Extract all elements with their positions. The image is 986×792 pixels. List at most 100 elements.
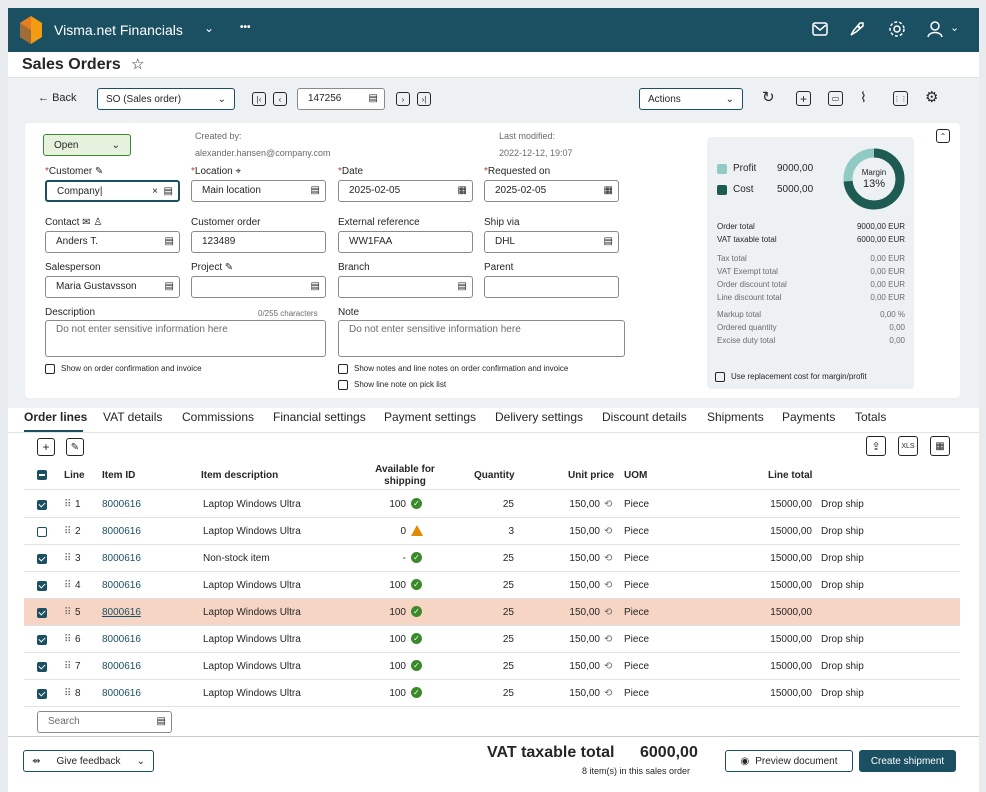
tab-2[interactable]: Commissions [182, 410, 255, 424]
drag-handle-icon[interactable]: ⠿ [64, 634, 72, 645]
replacement-cost-checkbox[interactable] [715, 372, 725, 382]
pencil-icon[interactable]: ✎ [224, 262, 234, 273]
table-row[interactable]: ⠿ 1 8000616 Laptop Windows Ultra 100 ✓ 2… [24, 491, 960, 518]
give-feedback-button[interactable]: ⇴ Give feedback ⌄ [23, 750, 154, 772]
tab-9[interactable]: Totals [855, 410, 887, 424]
drag-handle-icon[interactable]: ⠿ [64, 553, 72, 564]
settings-icon[interactable]: ⚙ [925, 89, 939, 106]
tab-3[interactable]: Financial settings [273, 410, 366, 424]
row-checkbox[interactable] [37, 554, 47, 564]
item-id-link[interactable]: 8000616 [102, 661, 141, 672]
order-number-input[interactable]: 147256 ▤ [297, 88, 385, 110]
last-record-icon[interactable]: ›| [417, 92, 431, 106]
app-switcher-chevron-icon[interactable]: ⌄ [204, 21, 215, 35]
create-shipment-button[interactable]: Create shipment [859, 750, 956, 772]
price-history-icon[interactable]: ⟲ [604, 607, 613, 618]
user-account-icon[interactable] [926, 20, 944, 38]
contact-person-icon[interactable]: ♙ [93, 217, 103, 228]
lookup-icon[interactable]: ▤ [164, 236, 174, 247]
back-button[interactable]: ← Back [38, 92, 77, 104]
item-id-link[interactable]: 8000616 [102, 580, 141, 591]
price-history-icon[interactable]: ⟲ [604, 526, 613, 537]
salesperson-input[interactable]: Maria Gustavsson ▤ [45, 276, 180, 298]
lookup-icon[interactable]: ▤ [310, 185, 320, 196]
drag-handle-icon[interactable]: ⠿ [64, 688, 72, 699]
price-history-icon[interactable]: ⟲ [604, 580, 613, 591]
drag-handle-icon[interactable]: ⠿ [64, 499, 72, 510]
tab-8[interactable]: Payments [782, 410, 836, 424]
clear-icon[interactable]: × [152, 186, 158, 197]
row-checkbox[interactable] [37, 635, 47, 645]
table-row[interactable]: ⠿ 3 8000616 Non-stock item - ✓ 25 150,00… [24, 545, 960, 572]
customer-order-input[interactable]: 123489 [191, 231, 326, 253]
lookup-icon[interactable]: ▤ [164, 281, 174, 292]
lookup-icon[interactable]: ▤ [457, 281, 467, 292]
mail-icon[interactable]: ✉ [82, 217, 91, 228]
next-record-icon[interactable]: › [396, 92, 410, 106]
item-id-link[interactable]: 8000616 [102, 553, 141, 564]
excel-icon[interactable]: XLS [898, 436, 918, 456]
requested-input[interactable]: 2025-02-05 ▦ [484, 180, 619, 202]
user-menu-chevron-icon[interactable]: ⌄ [950, 22, 960, 34]
order-type-select[interactable]: SO (Sales order) ⌄ [97, 88, 235, 110]
lookup-icon[interactable]: ▤ [163, 186, 173, 197]
search-input[interactable]: Search ▤ [37, 711, 172, 733]
tab-6[interactable]: Discount details [602, 410, 687, 424]
location-input[interactable]: Main location ▤ [191, 180, 326, 202]
add-line-icon[interactable]: + [37, 438, 55, 456]
settings-gear-icon[interactable] [888, 20, 906, 38]
description-textarea[interactable]: Do not enter sensitive information here [45, 320, 326, 357]
save-icon[interactable]: ▭ [828, 91, 843, 106]
show-on-confirmation-checkbox[interactable] [45, 364, 55, 374]
status-select[interactable]: Open ⌄ [43, 134, 131, 156]
collapse-icon[interactable]: ⌃ [936, 129, 950, 143]
show-notes-checkbox[interactable] [338, 364, 348, 374]
tab-5[interactable]: Delivery settings [495, 410, 584, 424]
item-id-link[interactable]: 8000616 [102, 688, 141, 699]
pencil-icon[interactable]: ✎ [95, 166, 104, 177]
attachment-icon[interactable]: ⌇ [860, 89, 867, 105]
drag-handle-icon[interactable]: ⠿ [64, 526, 72, 537]
customer-input[interactable]: Company| × ▤ [45, 180, 180, 202]
tab-0[interactable]: Order lines [24, 410, 88, 424]
row-checkbox[interactable] [37, 689, 47, 699]
price-history-icon[interactable]: ⟲ [604, 661, 613, 672]
date-input[interactable]: 2025-02-05 ▦ [338, 180, 473, 202]
edit-line-icon[interactable]: ✎ [66, 438, 84, 456]
export-icon[interactable]: ⇪ [866, 436, 886, 456]
item-id-link[interactable]: 8000616 [102, 607, 141, 618]
favorite-star-icon[interactable]: ☆ [131, 56, 145, 73]
show-line-note-checkbox[interactable] [338, 380, 348, 390]
parent-input[interactable] [484, 276, 619, 298]
item-id-link[interactable]: 8000616 [102, 526, 141, 537]
more-menu-button[interactable]: ••• [240, 22, 251, 33]
item-id-link[interactable]: 8000616 [102, 499, 141, 510]
item-id-link[interactable]: 8000616 [102, 634, 141, 645]
calendar-grid-icon[interactable]: ⋮⋮ [893, 91, 908, 106]
lookup-icon[interactable]: ▤ [368, 93, 378, 104]
search-icon[interactable]: ▤ [156, 716, 166, 727]
preview-document-button[interactable]: ◉ Preview document [725, 750, 853, 772]
table-row[interactable]: ⠿ 6 8000616 Laptop Windows Ultra 100 ✓ 2… [24, 626, 960, 653]
lookup-icon[interactable]: ▤ [603, 236, 613, 247]
select-all-checkbox[interactable] [37, 470, 47, 480]
price-history-icon[interactable]: ⟲ [604, 499, 613, 510]
column-settings-icon[interactable]: ▦ [930, 436, 950, 456]
drag-handle-icon[interactable]: ⠿ [64, 607, 72, 618]
drag-handle-icon[interactable]: ⠿ [64, 661, 72, 672]
price-history-icon[interactable]: ⟲ [604, 634, 613, 645]
row-checkbox[interactable] [37, 500, 47, 510]
table-row[interactable]: ⠿ 7 8000616 Laptop Windows Ultra 100 ✓ 2… [24, 653, 960, 680]
tab-7[interactable]: Shipments [707, 410, 764, 424]
add-icon[interactable]: + [796, 91, 811, 106]
tab-4[interactable]: Payment settings [384, 410, 477, 424]
calendar-icon[interactable]: ▦ [457, 185, 467, 196]
row-checkbox[interactable] [37, 608, 47, 618]
project-input[interactable]: ▤ [191, 276, 326, 298]
row-checkbox[interactable] [37, 662, 47, 672]
actions-dropdown[interactable]: Actions ⌄ [639, 88, 743, 110]
row-checkbox[interactable] [37, 527, 47, 537]
rocket-icon[interactable] [848, 20, 866, 38]
mail-icon[interactable] [812, 22, 828, 36]
previous-record-icon[interactable]: ‹ [273, 92, 287, 106]
